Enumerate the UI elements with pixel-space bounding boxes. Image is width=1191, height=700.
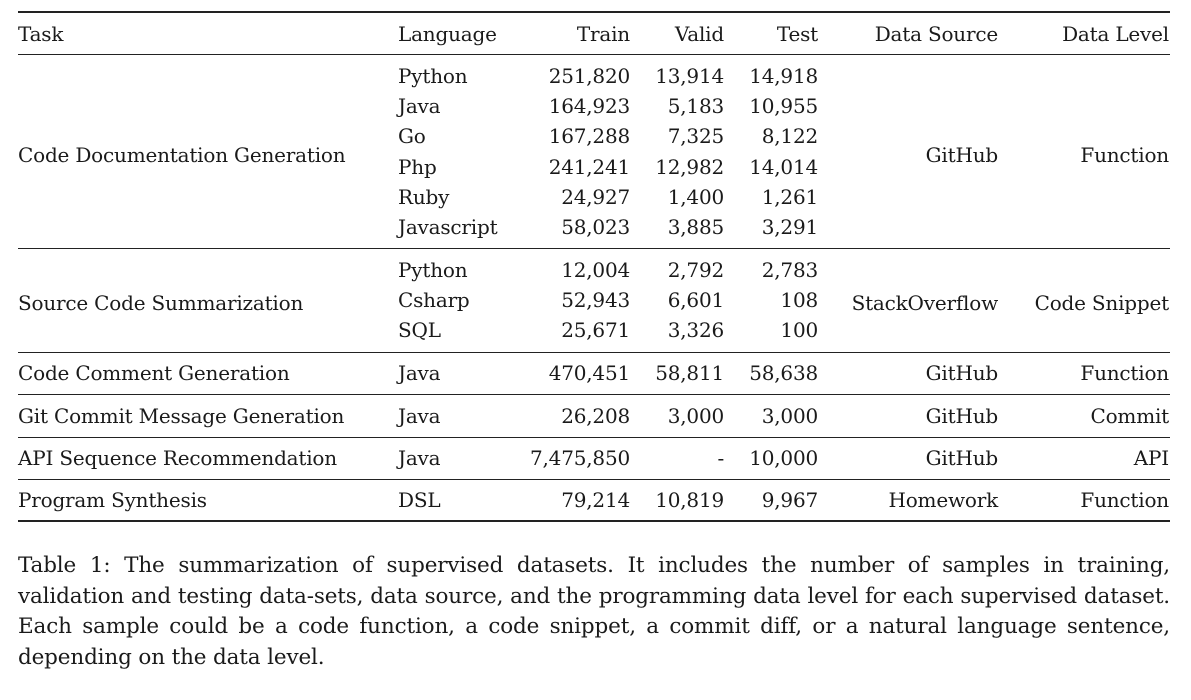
language-cell: Csharp (398, 288, 470, 313)
table-caption: Table 1: The summarization of supervised… (18, 553, 1170, 670)
group-rule (18, 394, 1170, 395)
data-level-cell: Function (1080, 361, 1169, 385)
data-level-cell: Function (1080, 142, 1169, 167)
group-rule (18, 352, 1170, 353)
valid-cell: 3,885 (667, 215, 724, 239)
language-cell: Python (398, 258, 468, 282)
test-cell: 58,638 (749, 361, 818, 385)
header-language: Language (398, 22, 497, 46)
train-cell: 79,214 (561, 488, 630, 512)
bottom-rule (18, 520, 1170, 522)
train-cell: 25,671 (561, 318, 630, 343)
top-rule (18, 11, 1170, 13)
train-cell: 24,927 (561, 184, 630, 209)
header-data-level: Data Level (1062, 22, 1169, 46)
header-rule (18, 54, 1170, 55)
valid-cell: - (717, 446, 724, 470)
group-rule (18, 437, 1170, 438)
language-cell: Javascript (398, 215, 498, 239)
data-level-cell: Code Snippet (1034, 291, 1170, 316)
valid-cell: 6,601 (667, 288, 724, 313)
data-level-cell: Commit (1090, 404, 1169, 428)
valid-cell: 7,325 (667, 124, 724, 149)
group-rule (18, 479, 1170, 480)
valid-cell: 13,914 (655, 64, 724, 88)
header-data-source: Data Source (874, 22, 999, 46)
test-cell: 14,014 (749, 154, 818, 179)
valid-cell: 3,326 (667, 318, 724, 343)
test-cell: 9,967 (761, 488, 818, 512)
data-source-cell: GitHub (925, 404, 999, 428)
language-cell: Java (398, 94, 441, 119)
data-source-cell: GitHub (925, 361, 999, 385)
valid-cell: 3,000 (667, 404, 724, 428)
language-cell: SQL (398, 318, 441, 343)
test-cell: 3,000 (761, 404, 818, 428)
language-cell: Java (398, 361, 441, 385)
task-cell: API Sequence Recommendation (18, 446, 337, 470)
test-cell: 100 (780, 318, 818, 343)
language-cell: DSL (398, 488, 441, 512)
task-cell: Git Commit Message Generation (18, 404, 345, 428)
header-train: Train (576, 22, 630, 46)
train-cell: 12,004 (561, 258, 630, 282)
train-cell: 26,208 (561, 404, 630, 428)
valid-cell: 5,183 (667, 94, 724, 119)
data-source-cell: GitHub (925, 142, 999, 167)
valid-cell: 12,982 (655, 154, 724, 179)
task-cell: Code Documentation Generation (18, 142, 346, 167)
train-cell: 167,288 (548, 124, 631, 149)
test-cell: 8,122 (761, 124, 818, 149)
test-cell: 14,918 (749, 64, 818, 88)
language-cell: Go (398, 124, 426, 149)
test-cell: 10,955 (749, 94, 818, 119)
header-valid: Valid (674, 22, 724, 46)
train-cell: 470,451 (548, 361, 631, 385)
test-cell: 10,000 (749, 446, 818, 470)
language-cell: Python (398, 64, 468, 88)
train-cell: 52,943 (561, 288, 630, 313)
test-cell: 108 (780, 288, 818, 313)
train-cell: 7,475,850 (530, 446, 630, 470)
valid-cell: 58,811 (655, 361, 724, 385)
test-cell: 3,291 (761, 215, 818, 239)
data-level-cell: Function (1080, 488, 1169, 512)
data-source-cell: Homework (888, 488, 998, 512)
language-cell: Php (398, 154, 437, 179)
valid-cell: 10,819 (655, 488, 724, 512)
train-cell: 164,923 (548, 94, 631, 119)
train-cell: 241,241 (548, 154, 631, 179)
language-cell: Java (398, 404, 441, 428)
task-cell: Program Synthesis (18, 488, 207, 512)
data-source-cell: StackOverflow (851, 291, 999, 316)
language-cell: Java (398, 446, 441, 470)
train-cell: 251,820 (548, 64, 631, 88)
test-cell: 1,261 (761, 184, 818, 209)
data-source-cell: GitHub (925, 446, 999, 470)
group-rule (18, 248, 1170, 249)
valid-cell: 1,400 (667, 184, 724, 209)
header-test: Test (776, 22, 818, 46)
header-task: Task (18, 22, 64, 46)
train-cell: 58,023 (561, 215, 630, 239)
test-cell: 2,783 (761, 258, 818, 282)
task-cell: Code Comment Generation (18, 361, 290, 385)
data-level-cell: API (1133, 446, 1169, 470)
task-cell: Source Code Summarization (18, 291, 304, 316)
language-cell: Ruby (398, 184, 450, 209)
valid-cell: 2,792 (667, 258, 724, 282)
